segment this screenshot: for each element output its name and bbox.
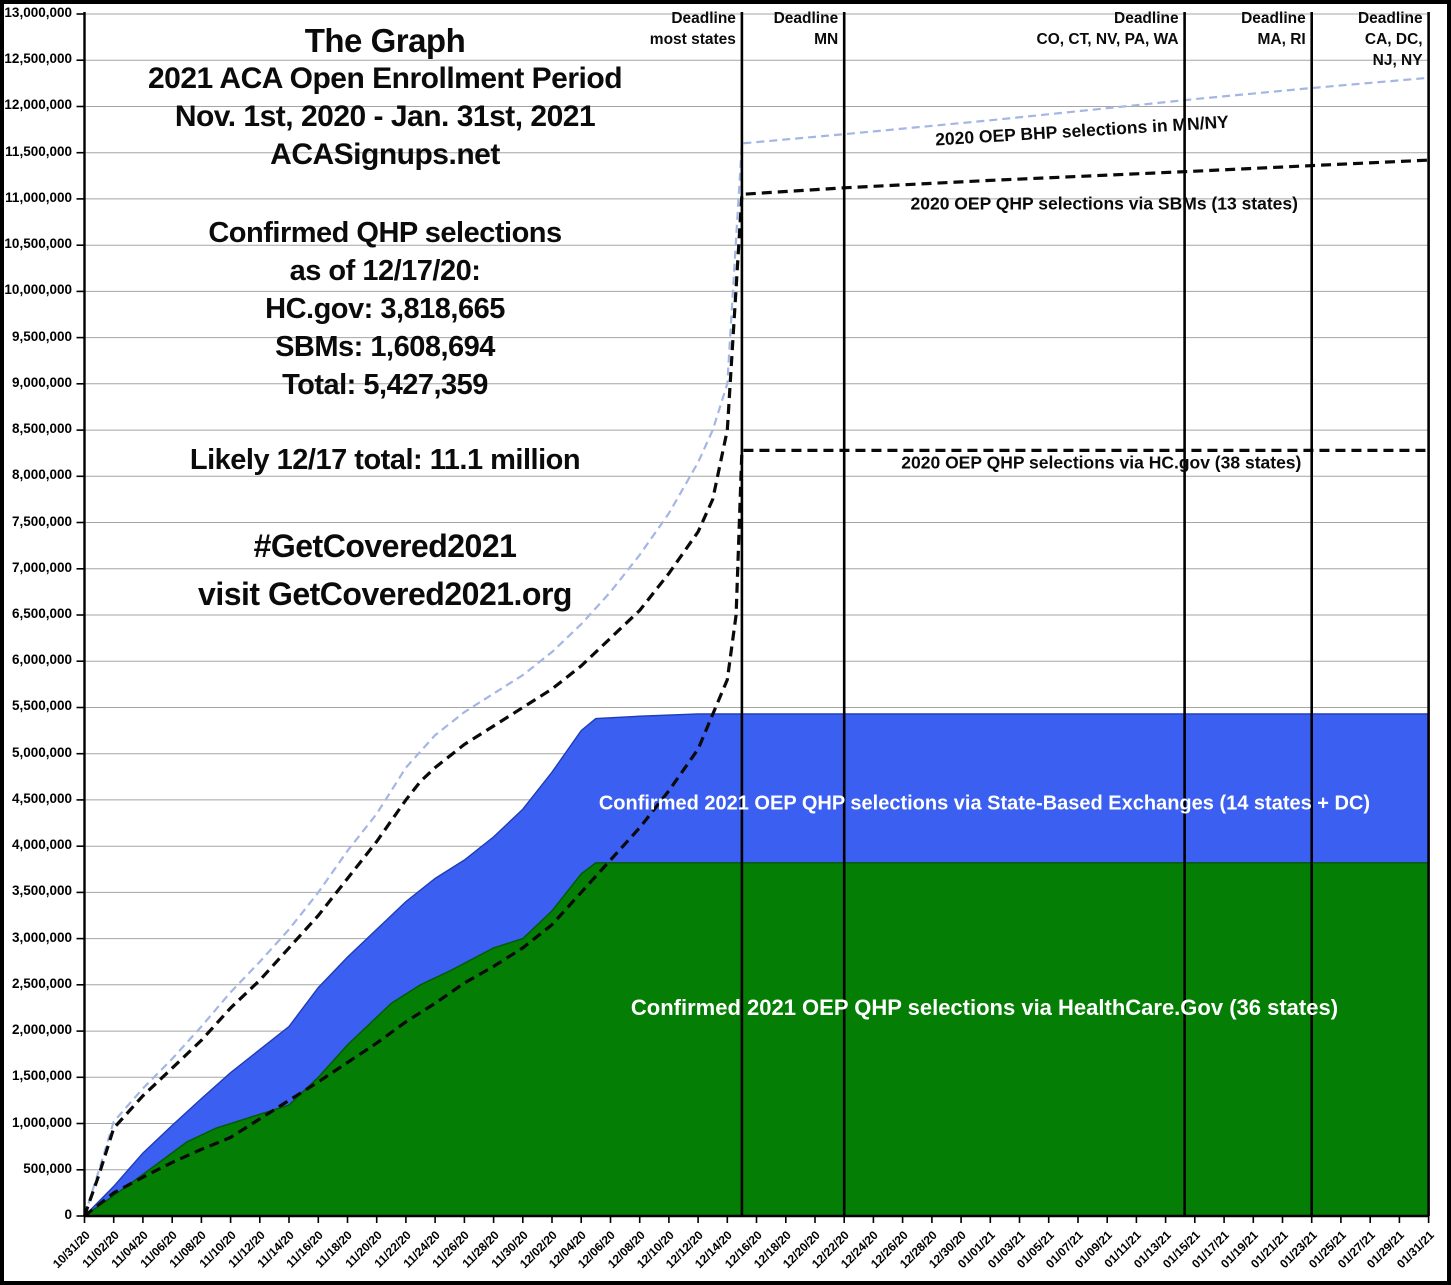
chart-title-line: Nov. 1st, 2020 - Jan. 31st, 2021 [174,100,596,133]
area-series [82,862,1430,1217]
y-axis-tick-label: 11,000,000 [5,189,72,205]
deadline-label-line: Deadline [1114,10,1179,27]
deadline-label: Deadline CO, CT, NV, PA, WA [929,8,1179,50]
area-series-label: Confirmed 2021 OEP QHP selections via St… [598,792,1371,815]
confirmed-stats-line: as of 12/17/20: [289,255,481,287]
y-axis-tick-label: 4,500,000 [11,790,72,806]
y-axis-tick-label: 5,000,000 [11,744,72,760]
area-series-label: Confirmed 2021 OEP QHP selections via He… [630,994,1339,1020]
chart-title-block: The Graph 2021 ACA Open Enrollment Period… [85,22,685,174]
line-series-label: 2020 OEP QHP selections via HC.gov (38 s… [901,452,1302,473]
deadline-label-line: most states [649,31,736,48]
y-axis-tick-label: 8,500,000 [11,421,72,437]
likely-total-note: Likely 12/17 total: 11.1 million [85,444,685,477]
confirmed-stats-line: Confirmed QHP selections [208,217,562,249]
dashed-series [82,158,1429,1217]
y-axis-tick-label: 500,000 [23,1160,72,1176]
getcovered-tag-line: visit GetCovered2021.org [198,576,572,612]
getcovered-tag-block: #GetCovered2021 visit GetCovered2021.org [85,522,685,618]
y-axis-tick-label: 8,000,000 [11,467,72,483]
y-axis-tick-label: 6,500,000 [11,606,72,621]
y-axis-tick-label: 13,000,000 [4,5,72,20]
deadline-label: Deadline MN [588,8,839,50]
y-axis-tick-label: 2,000,000 [11,1022,72,1038]
confirmed-stats-line: HC.gov: 3,818,665 [265,293,505,325]
y-axis-tick-label: 2,500,000 [11,975,72,991]
y-axis-tick-label: 1,500,000 [11,1068,72,1084]
y-axis-tick-label: 9,500,000 [11,328,72,344]
y-axis-tick-label: 9,000,000 [11,374,72,390]
deadline-label-line: NJ, NY [1372,52,1423,69]
y-axis-tick-label: 7,000,000 [11,559,72,575]
deadline-label-line: Deadline [671,10,736,27]
deadline-label-line: CA, DC, [1364,31,1423,48]
y-axis-tick-label: 0 [64,1207,72,1222]
dashed-series [83,76,1429,1217]
deadline-label: Deadline CA, DC, NJ, NY [1173,8,1423,71]
deadline-label-line: Deadline [773,10,839,27]
y-axis-tick-label: 5,500,000 [11,698,72,714]
y-axis-tick-label: 3,000,000 [11,929,72,945]
dashed-series [83,448,1429,1218]
deadline-label-line: CO, CT, NV, PA, WA [1036,31,1179,48]
deadline-label-line: MA, RI [1257,31,1306,48]
chart-title-line: ACASignups.net [270,138,500,171]
y-axis-tick-label: 10,500,000 [4,236,72,252]
confirmed-stats-block: Confirmed QHP selections as of 12/17/20: H… [85,214,685,404]
chart-title-line: The Graph [304,22,466,59]
y-axis-tick-label: 11,500,000 [5,143,72,159]
getcovered-tag-line: #GetCovered2021 [253,528,517,564]
y-axis-tick-label: 1,000,000 [11,1114,72,1130]
deadline-label-line: Deadline [1241,10,1306,27]
line-series-label: 2020 OEP BHP selections in MN/NY [934,111,1230,150]
confirmed-stats-line: SBMs: 1,608,694 [275,331,495,363]
y-axis-tick-label: 4,000,000 [11,837,72,853]
likely-total-line: Likely 12/17 total: 11.1 million [189,444,581,476]
confirmed-stats-line: Total: 5,427,359 [282,369,488,401]
deadline-label: Deadline MA, RI [1056,8,1306,50]
chart-title-line: 2021 ACA Open Enrollment Period [147,62,623,95]
y-axis-tick-label: 10,000,000 [4,282,72,298]
deadline-label-line: Deadline [1357,10,1423,27]
y-axis-tick-label: 3,500,000 [11,883,72,899]
y-axis-tick-label: 12,500,000 [4,51,72,67]
y-axis-tick-label: 7,500,000 [11,513,72,529]
deadline-label-line: MN [814,31,839,48]
line-series-label: 2020 OEP QHP selections via SBMs (13 sta… [910,193,1298,214]
y-axis-tick-label: 6,000,000 [11,652,72,668]
deadline-label: Deadline most states [486,8,736,50]
y-axis-tick-label: 12,000,000 [4,97,72,113]
